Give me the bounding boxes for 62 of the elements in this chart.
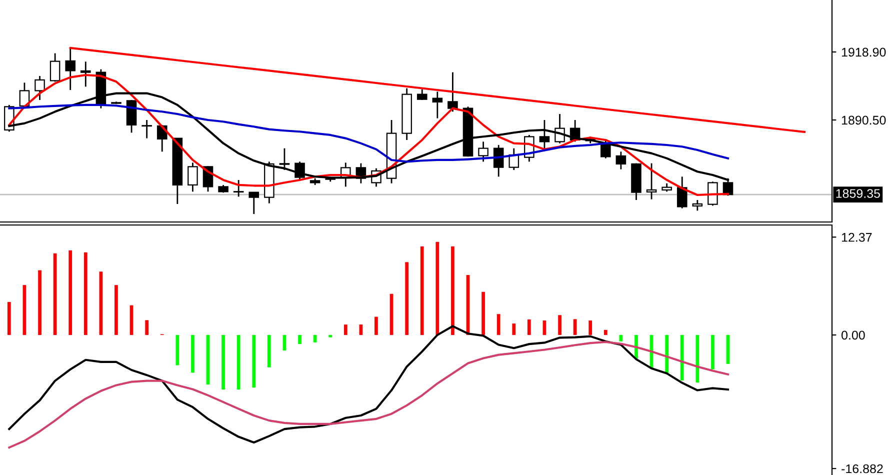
y-tick-label: 12.37 bbox=[842, 232, 872, 242]
bar bbox=[222, 334, 225, 390]
bar bbox=[496, 314, 500, 335]
bar bbox=[405, 262, 409, 335]
bar bbox=[558, 315, 562, 335]
bar bbox=[436, 242, 440, 335]
candlestick bbox=[279, 148, 290, 171]
bar bbox=[696, 334, 700, 383]
candlestick bbox=[233, 179, 244, 198]
candlestick bbox=[692, 199, 703, 212]
bar bbox=[7, 302, 11, 335]
y-tick-label: 1918.90 bbox=[842, 48, 886, 57]
y-tick-label: 0.00 bbox=[842, 330, 865, 340]
candlestick bbox=[646, 162, 657, 200]
bar bbox=[236, 334, 240, 390]
candlestick bbox=[432, 90, 443, 119]
bar bbox=[665, 334, 669, 374]
line-series bbox=[69, 46, 806, 134]
candlestick bbox=[142, 119, 152, 139]
bar bbox=[711, 334, 714, 370]
candlestick bbox=[65, 48, 76, 91]
candlestick bbox=[448, 72, 458, 112]
bar bbox=[420, 246, 424, 335]
candlestick bbox=[508, 148, 520, 171]
bar bbox=[68, 250, 72, 335]
candlestick bbox=[616, 150, 626, 170]
bar bbox=[176, 334, 180, 366]
candlestick bbox=[478, 140, 488, 162]
candlestick bbox=[188, 162, 198, 192]
y-tick-label: 1890.50 bbox=[842, 116, 886, 125]
bar bbox=[191, 334, 194, 373]
bar bbox=[619, 334, 623, 342]
bar bbox=[573, 319, 577, 335]
bar bbox=[38, 270, 42, 335]
bar bbox=[328, 334, 332, 338]
bar bbox=[604, 330, 608, 335]
bar bbox=[680, 334, 684, 380]
bar bbox=[451, 246, 454, 335]
bar bbox=[84, 252, 88, 335]
bar bbox=[588, 320, 592, 335]
candlestick bbox=[34, 75, 45, 101]
bar bbox=[114, 285, 118, 335]
bar bbox=[267, 334, 271, 368]
ref-line-label: 1859.35 bbox=[836, 189, 880, 198]
candlestick bbox=[676, 176, 688, 210]
candlestick bbox=[539, 119, 550, 151]
candlestick bbox=[80, 60, 91, 88]
candlestick bbox=[50, 52, 60, 82]
bar bbox=[512, 323, 516, 335]
bar bbox=[298, 334, 302, 344]
line-series bbox=[8, 325, 730, 444]
candlestick bbox=[416, 88, 428, 101]
candlestick bbox=[248, 192, 260, 215]
y-tick-label: -16.882 bbox=[842, 464, 883, 474]
bar bbox=[313, 334, 317, 342]
bar bbox=[145, 320, 149, 335]
line-series bbox=[8, 340, 730, 449]
bar bbox=[527, 319, 531, 335]
bar bbox=[252, 334, 256, 388]
bar bbox=[482, 292, 485, 335]
bar bbox=[344, 324, 348, 335]
bar bbox=[374, 316, 378, 335]
